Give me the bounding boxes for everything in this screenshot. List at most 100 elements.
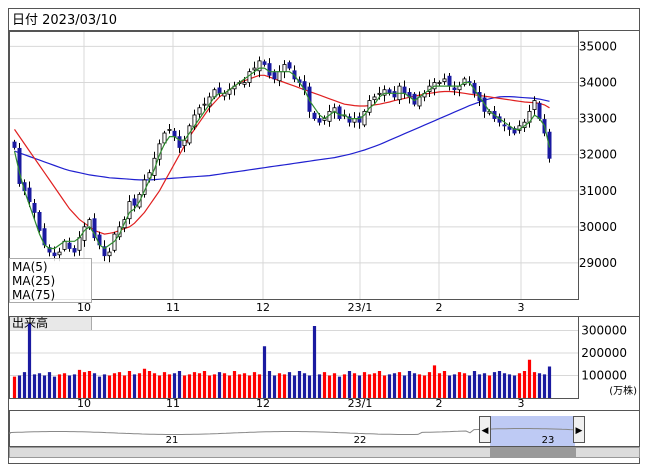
volume-bar — [492, 372, 497, 398]
candle-up — [372, 96, 377, 101]
volume-bar — [282, 374, 287, 398]
candle-down — [172, 130, 177, 138]
volume-bar — [202, 371, 207, 398]
volume-x-tick-label: 23/1 — [348, 397, 373, 410]
volume-bar — [547, 366, 552, 398]
price-y-tick-label: 31000 — [579, 184, 617, 198]
volume-bar — [457, 372, 462, 398]
volume-bar — [52, 376, 57, 398]
volume-bar — [32, 374, 37, 398]
volume-bar — [427, 372, 432, 398]
volume-bar — [437, 373, 442, 398]
volume-bar — [392, 373, 397, 398]
volume-bar — [412, 373, 417, 398]
volume-bar — [182, 375, 187, 398]
ma5-path — [13, 67, 551, 250]
price-y-tick-label: 29000 — [579, 256, 617, 270]
volume-bar — [37, 373, 42, 398]
navigator-right-handle[interactable] — [573, 416, 585, 443]
volume-bar — [322, 372, 327, 398]
volume-bar — [157, 375, 162, 398]
candle-up — [442, 78, 447, 83]
date-label: 日付 2023/03/10 — [12, 13, 117, 28]
volume-bar — [237, 374, 242, 398]
price-x-tick-label: 10 — [77, 301, 91, 314]
ma75-path — [14, 96, 550, 181]
navigator-year-21: 21 — [166, 435, 179, 446]
volume-bar — [22, 372, 27, 398]
candle-down — [312, 112, 317, 119]
volume-bar — [197, 373, 202, 398]
ma5-line — [13, 67, 551, 250]
price-x-axis: 10 11 12 23/1 2 3 — [77, 301, 525, 314]
volume-bar — [517, 373, 522, 398]
scrollbar-thumb[interactable] — [490, 448, 576, 457]
price-x-tick-label: 11 — [166, 301, 180, 314]
volume-y-tick-label: 300000 — [581, 324, 627, 338]
volume-bar — [357, 375, 362, 398]
volume-bar — [217, 372, 222, 398]
navigator-selection[interactable] — [490, 416, 575, 446]
navigator-year-23: 23 — [542, 435, 555, 446]
volume-bar — [477, 374, 482, 398]
navigator-left-handle[interactable] — [479, 416, 491, 443]
ma25-line — [14, 74, 550, 235]
volume-bar — [387, 374, 392, 398]
volume-bar — [192, 372, 197, 398]
volume-bar — [297, 371, 302, 398]
navigator-left-arrow-icon: ◀ — [482, 426, 489, 436]
candle-down — [507, 126, 512, 130]
candle-up — [437, 82, 442, 84]
volume-bar — [107, 375, 112, 398]
volume-bar — [502, 373, 507, 398]
volume-bar — [257, 374, 262, 398]
volume-bar — [252, 372, 257, 398]
volume-bar — [287, 372, 292, 398]
volume-bar — [137, 373, 142, 398]
scrollbar-track[interactable] — [9, 447, 640, 458]
candle-down — [502, 124, 507, 127]
candle-down — [102, 246, 107, 257]
volume-bar — [177, 371, 182, 398]
candle-down — [67, 242, 72, 249]
volume-bar — [152, 373, 157, 398]
candle-down — [402, 86, 407, 94]
volume-bar — [397, 372, 402, 398]
volume-bar — [57, 374, 62, 398]
volume-bar — [467, 375, 472, 398]
candle-up — [252, 67, 257, 71]
candle-down — [347, 116, 352, 123]
candle-up — [77, 237, 82, 251]
volume-bar — [27, 323, 32, 398]
candle-up — [382, 89, 387, 96]
volume-bar — [527, 359, 532, 398]
price-y-tick-label: 35000 — [579, 39, 617, 53]
volume-bar — [532, 372, 537, 398]
candle-down — [287, 62, 292, 69]
volume-bar — [102, 374, 107, 398]
legend-ma25: MA(25) — [12, 274, 55, 288]
candle-down — [52, 252, 57, 257]
candle-down — [177, 136, 182, 148]
volume-bar — [127, 371, 132, 398]
volume-bar — [327, 375, 332, 398]
candle-down — [512, 128, 517, 134]
price-y-tick-label: 33000 — [579, 112, 617, 126]
volume-bar — [422, 375, 427, 398]
candle-down — [32, 202, 37, 213]
volume-x-tick-label: 10 — [77, 397, 91, 410]
volume-bar — [117, 372, 122, 398]
candle-down — [37, 212, 42, 231]
price-y-tick-label: 34000 — [579, 76, 617, 90]
volume-bar — [417, 374, 422, 398]
price-y-tick-label: 32000 — [579, 148, 617, 162]
legend-ma5: MA(5) — [12, 260, 48, 274]
volume-bar — [367, 374, 372, 398]
candle-up — [462, 78, 467, 85]
price-x-tick-label: 2 — [436, 301, 443, 314]
volume-bar — [67, 375, 72, 398]
volume-bar — [62, 373, 67, 398]
volume-bar — [247, 375, 252, 398]
volume-bar — [262, 346, 267, 398]
